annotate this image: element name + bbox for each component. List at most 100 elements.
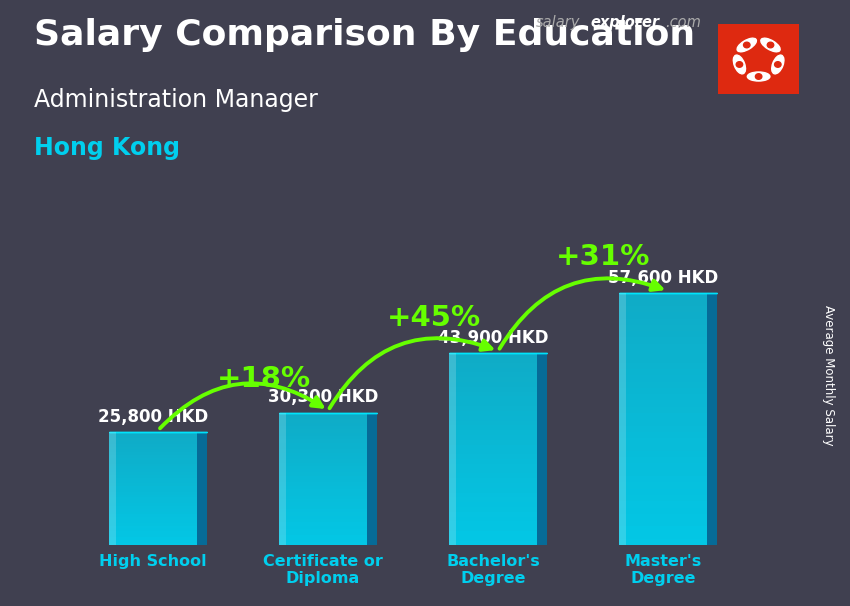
Bar — [279, 505, 367, 509]
Bar — [279, 426, 367, 430]
Bar — [279, 516, 367, 519]
Bar — [279, 449, 367, 453]
Bar — [279, 525, 367, 529]
Bar — [619, 495, 707, 501]
Bar — [109, 537, 197, 540]
Circle shape — [756, 74, 762, 79]
Bar — [109, 433, 116, 545]
Ellipse shape — [747, 72, 770, 81]
Bar — [449, 425, 537, 430]
Bar — [109, 542, 197, 545]
Bar — [619, 501, 707, 508]
Bar — [619, 438, 707, 445]
Bar — [619, 369, 707, 375]
Bar — [109, 447, 197, 450]
Bar — [619, 293, 707, 299]
Bar — [619, 457, 707, 464]
Bar — [449, 445, 537, 449]
Bar — [449, 454, 537, 459]
Bar — [619, 375, 707, 382]
Circle shape — [744, 42, 750, 48]
Bar — [279, 499, 367, 502]
Bar — [449, 502, 537, 507]
Text: salary: salary — [536, 15, 580, 30]
Bar — [619, 419, 707, 425]
Bar — [619, 527, 707, 533]
Bar — [109, 531, 197, 534]
Bar — [279, 423, 367, 426]
Bar — [279, 492, 367, 496]
Text: +45%: +45% — [387, 304, 480, 332]
Bar — [449, 449, 537, 454]
Bar — [619, 520, 707, 527]
Bar — [449, 440, 537, 445]
Bar — [279, 532, 367, 536]
Bar — [619, 488, 707, 495]
Text: +18%: +18% — [217, 365, 310, 393]
Bar — [619, 539, 707, 545]
Bar — [449, 353, 537, 358]
Bar — [279, 419, 367, 423]
Text: Hong Kong: Hong Kong — [34, 136, 180, 161]
Bar — [619, 388, 707, 394]
Bar — [109, 433, 197, 435]
Bar — [109, 500, 197, 503]
Bar — [619, 362, 707, 369]
Bar — [279, 413, 286, 545]
Bar — [449, 521, 537, 526]
Bar — [109, 506, 197, 508]
Bar — [619, 344, 707, 350]
Bar — [619, 508, 707, 514]
Bar — [279, 529, 367, 532]
Bar — [367, 413, 377, 545]
Bar — [109, 444, 197, 447]
Bar — [619, 331, 707, 338]
Bar — [109, 511, 197, 514]
Bar — [619, 394, 707, 401]
Bar — [449, 498, 537, 502]
Bar — [109, 475, 197, 478]
Bar — [279, 522, 367, 525]
Text: Salary Comparison By Education: Salary Comparison By Education — [34, 18, 695, 52]
Bar — [109, 469, 197, 472]
Bar — [619, 325, 707, 331]
Bar — [619, 514, 707, 520]
Bar — [109, 484, 197, 486]
Bar — [109, 523, 197, 525]
Bar — [279, 446, 367, 449]
Bar — [449, 541, 537, 545]
Text: 30,300 HKD: 30,300 HKD — [268, 388, 378, 406]
Text: 57,600 HKD: 57,600 HKD — [608, 268, 718, 287]
Bar — [279, 509, 367, 512]
Bar — [449, 358, 537, 363]
Bar — [449, 468, 537, 473]
Bar — [449, 421, 537, 425]
Bar — [449, 483, 537, 488]
Bar — [109, 514, 197, 517]
Bar — [279, 539, 367, 542]
Bar — [619, 476, 707, 482]
Bar — [279, 482, 367, 486]
Text: Average Monthly Salary: Average Monthly Salary — [822, 305, 836, 446]
Bar — [449, 391, 537, 396]
Bar — [109, 494, 197, 498]
Bar — [449, 430, 537, 435]
Bar — [279, 416, 367, 419]
Bar — [449, 507, 537, 512]
Bar — [109, 520, 197, 523]
Bar — [109, 461, 197, 464]
Bar — [197, 433, 207, 545]
Bar — [449, 464, 537, 468]
Bar — [109, 455, 197, 458]
Bar — [449, 378, 537, 382]
Bar — [279, 413, 367, 416]
Bar — [619, 350, 707, 356]
Bar — [449, 368, 537, 373]
Bar — [109, 438, 197, 441]
Bar — [109, 525, 197, 528]
Bar — [619, 356, 707, 362]
Bar — [279, 456, 367, 459]
Circle shape — [768, 42, 774, 48]
Bar — [619, 382, 707, 388]
Bar — [279, 466, 367, 469]
